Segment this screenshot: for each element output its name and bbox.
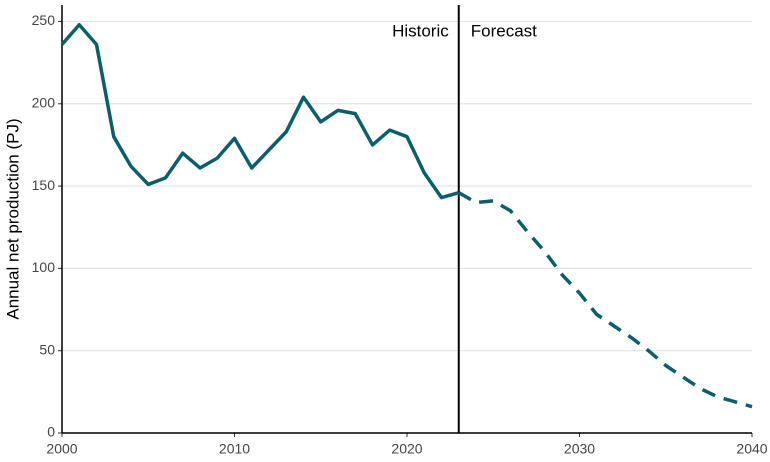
y-tick-label: 50 — [39, 341, 55, 357]
series-label: Forecast — [471, 21, 537, 40]
y-tick-label: 0 — [47, 424, 55, 440]
x-tick-label: 2030 — [564, 441, 595, 457]
y-tick-label: 200 — [32, 94, 56, 110]
y-tick-label: 100 — [32, 259, 56, 275]
y-tick-label: 150 — [32, 177, 56, 193]
series-label: Historic — [392, 21, 449, 40]
x-tick-label: 2040 — [736, 441, 767, 457]
y-tick-label: 250 — [32, 12, 56, 28]
x-tick-label: 2000 — [46, 441, 77, 457]
series-line — [457, 191, 753, 409]
y-axis-label: Annual net production (PJ) — [3, 118, 22, 319]
x-tick-label: 2010 — [219, 441, 250, 457]
x-tick-label: 2020 — [391, 441, 422, 457]
series-line — [60, 23, 460, 200]
